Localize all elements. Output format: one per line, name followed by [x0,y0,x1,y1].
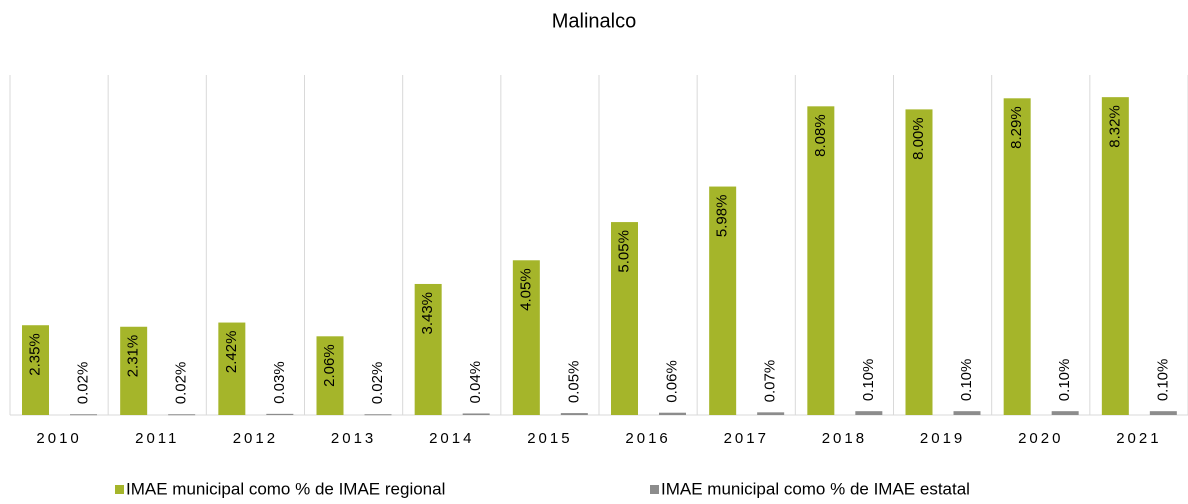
bar [757,412,785,415]
bar [1051,411,1079,415]
data-label: 0.07% [762,360,779,403]
data-label: 8.08% [812,114,829,157]
bar [807,106,835,416]
bar [709,186,737,415]
data-label: 0.02% [74,362,91,405]
bar [70,414,97,416]
data-label: 0.10% [1056,359,1073,402]
x-tick-label: 2011 [135,430,179,447]
data-label: 8.29% [1008,106,1025,149]
data-label: 0.10% [1154,359,1171,402]
x-tick-label: 2014 [429,430,474,447]
data-label: 3.43% [419,292,436,335]
data-label: 0.04% [467,361,484,404]
bar [218,322,246,415]
bar [168,414,196,416]
x-tick-label: 2021 [1116,430,1161,447]
bar [120,326,148,415]
x-tick-label: 2016 [625,430,670,447]
bar [316,336,344,415]
bar [560,413,588,415]
bar [953,411,981,415]
x-tick-label: 2020 [1018,430,1063,447]
bar [611,222,638,415]
data-label: 0.03% [271,361,288,404]
data-label: 2.31% [125,335,142,378]
data-label: 2.06% [321,344,338,387]
data-label: 2.42% [223,331,240,374]
legend-swatch [115,485,124,494]
bar [266,413,294,415]
legend-label: IMAE municipal como % de IMAE estatal [661,479,970,498]
bar [1003,98,1031,415]
data-label: 2.35% [26,333,43,376]
chart-title: Malinalco [552,10,636,32]
data-label: 0.10% [958,359,975,402]
x-tick-label: 2015 [527,430,572,447]
bar [462,413,490,415]
data-label: 4.05% [517,268,534,311]
data-label: 0.10% [860,359,877,402]
bar [1149,411,1177,415]
bar [512,260,540,415]
legend-swatch [650,485,659,494]
data-label: 0.05% [565,361,582,404]
bar [364,414,392,416]
bar [1101,97,1129,416]
data-label: 8.32% [1106,105,1123,148]
bar [855,411,883,415]
x-tick-label: 2019 [920,430,965,447]
x-tick-label: 2018 [822,430,867,447]
data-label: 0.02% [173,362,190,405]
x-tick-label: 2010 [36,430,81,447]
x-tick-label: 2012 [233,430,278,447]
bar [22,325,49,415]
legend-label: IMAE municipal como % de IMAE regional [126,479,445,498]
x-tick-label: 2017 [724,430,769,447]
bar [659,412,686,415]
data-label: 5.05% [615,230,632,273]
data-label: 0.02% [369,362,386,405]
x-tick-label: 2013 [331,430,376,447]
data-label: 0.06% [663,360,680,403]
data-label: 8.00% [910,117,927,160]
bar [414,283,442,415]
data-label: 5.98% [714,195,731,238]
bar [905,109,933,415]
